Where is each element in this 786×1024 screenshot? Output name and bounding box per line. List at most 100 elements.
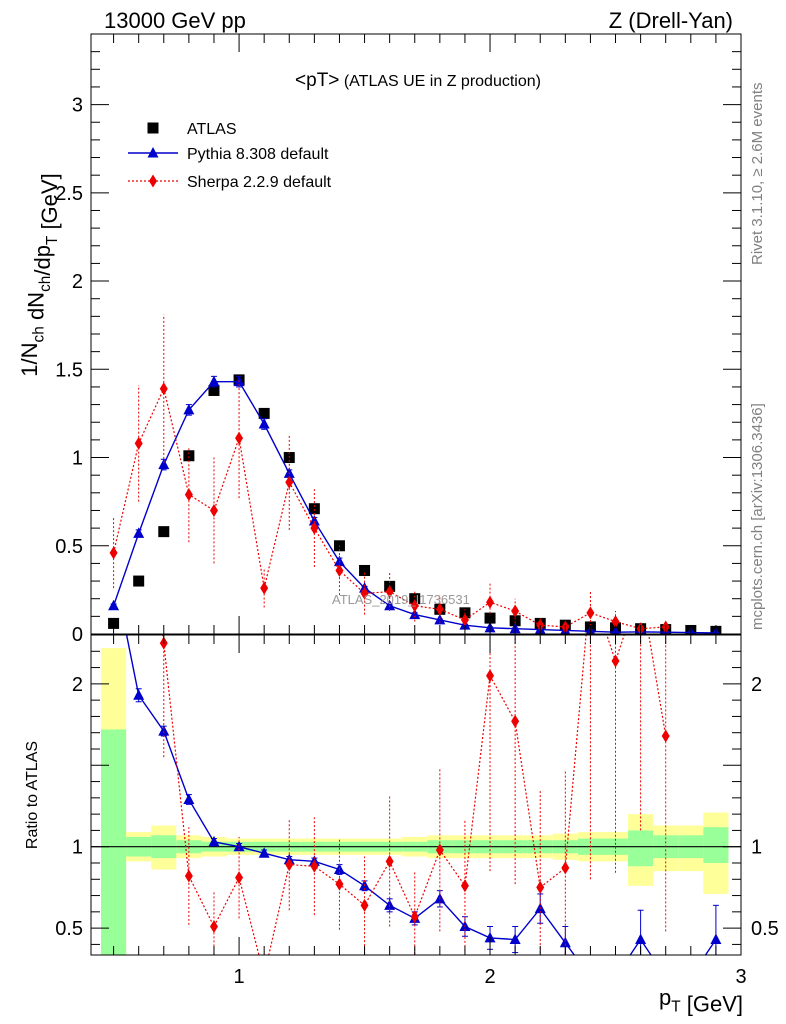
sherpa-point: [360, 586, 369, 600]
pythia-point: [158, 725, 170, 736]
pythia-point: [308, 515, 320, 526]
y-tick-label: 3: [72, 95, 83, 117]
pythia-point: [610, 971, 621, 982]
sherpa-point: [637, 580, 645, 593]
sherpa-point: [235, 871, 244, 885]
pythia-point: [183, 793, 195, 804]
pythia-point: [660, 971, 671, 982]
pythia-point: [258, 418, 270, 429]
sherpa-point: [184, 869, 193, 883]
pythia-point: [384, 599, 396, 611]
data-point: [158, 526, 170, 538]
sherpa-point: [285, 475, 294, 489]
sherpa-point: [486, 669, 495, 683]
pythia-point: [208, 375, 220, 387]
sherpa-point: [385, 854, 394, 868]
sherpa-point: [209, 503, 218, 517]
pythia-point: [133, 527, 145, 538]
y-tick-label: 0.5: [55, 918, 83, 940]
y-tick-label: 1: [72, 448, 83, 470]
pythia-point: [685, 971, 696, 982]
sherpa-point: [661, 729, 670, 743]
pythia-point: [158, 458, 170, 470]
y-tick-label: 2.5: [55, 183, 83, 205]
main-plot-title-main: <pT>: [295, 70, 339, 91]
sherpa-point: [360, 898, 369, 912]
legend-label: Sherpa 2.2.9 default: [187, 174, 332, 191]
pythia-point: [585, 971, 596, 982]
main-plot-title-sub: (ATLAS UE in Z production): [339, 73, 541, 90]
data-point: [308, 503, 320, 515]
sherpa-point: [385, 585, 394, 599]
sherpa-point: [460, 613, 469, 627]
pythia-point: [258, 847, 270, 858]
ratio-plot-frame: [90, 634, 742, 956]
y-tick-label: 2: [72, 271, 83, 293]
sherpa-point: [611, 615, 620, 629]
sherpa-point: [435, 602, 444, 616]
sherpa-point: [184, 488, 193, 502]
sherpa-point: [310, 521, 319, 535]
rivet-version-label: Rivet 3.1.10, ≥ 2.6M events: [749, 83, 766, 266]
sherpa-point: [260, 969, 268, 982]
sherpa-point: [209, 920, 218, 934]
pythia-point: [509, 933, 521, 945]
sherpa-point: [335, 563, 344, 577]
ratio-series-pythia: [108, 564, 722, 982]
sherpa-point: [310, 859, 319, 873]
y-tick-label-right: 0.5: [751, 918, 779, 940]
y-tick-label: 1: [72, 837, 83, 859]
sherpa-point: [561, 861, 570, 875]
data-point: [258, 407, 270, 419]
legend-entry-pythia: Pythia 8.308 default: [128, 146, 329, 163]
legend-entry-data: ATLAS: [147, 121, 237, 138]
y-tick-label-right: 1: [751, 837, 762, 859]
ratio-series-sherpa: [159, 580, 670, 982]
sherpa-point: [159, 382, 168, 396]
main-plot-marks: [108, 314, 722, 634]
ratio-y-axis-label: Ratio to ATLAS: [24, 741, 41, 849]
pythia-point: [333, 555, 345, 567]
y-tick-label: 1.5: [55, 359, 83, 381]
stat-uncertainty-band: [101, 729, 127, 955]
header-right-label: Z (Drell-Yan): [609, 8, 733, 33]
mcplots-reference-label: mcplots.cern.ch [arXiv:1306.3436]: [749, 403, 766, 630]
sherpa-point: [460, 879, 469, 893]
sherpa-point: [536, 880, 545, 894]
watermark-label: ATLAS_2019_I1736531: [332, 592, 470, 607]
sherpa-point: [511, 714, 520, 728]
sherpa-point: [260, 581, 269, 595]
pythia-point: [208, 835, 220, 847]
legend: ATLAS Pythia 8.308 default Sherpa 2.2.9 de…: [128, 121, 332, 191]
data-point: [208, 384, 220, 396]
pythia-point: [183, 403, 195, 415]
pythia-point: [133, 689, 145, 700]
pythia-point: [108, 564, 119, 575]
sherpa-point: [410, 599, 419, 613]
data-point: [108, 617, 120, 629]
pythia-point: [409, 608, 421, 620]
sherpa-point: [511, 604, 520, 618]
sherpa-point: [134, 436, 143, 450]
pythia-point: [108, 599, 120, 611]
y-tick-label: 0: [72, 624, 83, 646]
main-plot-axes: 0 0.5 1 1.5 2 2.5 3: [55, 34, 742, 646]
pythia-point: [710, 933, 722, 945]
sherpa-point: [586, 580, 594, 593]
sherpa-point: [335, 877, 344, 891]
data-point: [147, 122, 159, 134]
sherpa-point: [586, 606, 595, 620]
ratio-plot-axes: 0.5 0.5 1 1 2 2 1 2 3: [55, 634, 779, 988]
pythia-point: [635, 933, 647, 945]
legend-label: Pythia 8.308 default: [187, 146, 329, 163]
legend-label: ATLAS: [187, 121, 237, 138]
sherpa-point: [235, 431, 244, 445]
sherpa-point: [109, 546, 118, 560]
x-axis-label: pT [GeV]: [659, 985, 743, 1017]
sherpa-point: [410, 910, 419, 924]
data-point: [133, 575, 145, 587]
y-tick-label-right: 2: [751, 674, 762, 696]
x-tick-label: 3: [735, 966, 746, 988]
main-y-axis-label: 1/Nch dNch/dpT [GeV]: [17, 173, 62, 376]
